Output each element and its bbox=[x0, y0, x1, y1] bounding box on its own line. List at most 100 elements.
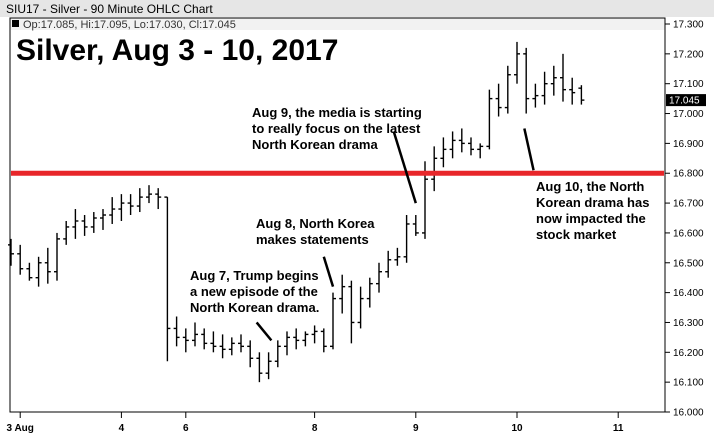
y-tick-label: 16.200 bbox=[673, 348, 704, 359]
annotation-line: North Korean drama. bbox=[190, 300, 319, 315]
ohlc-bar bbox=[247, 340, 254, 368]
ohlc-bar bbox=[127, 194, 134, 216]
x-tick-label: 11 bbox=[613, 423, 624, 434]
y-tick-label: 16.500 bbox=[673, 258, 704, 269]
ohlc-bar bbox=[63, 220, 70, 245]
ohlc-bar bbox=[468, 137, 474, 156]
y-axis: 16.000 16.100 16.200 16.300 16.400 16.500 16.6… bbox=[665, 20, 704, 419]
ohlc-bar bbox=[136, 188, 143, 213]
ohlc-bar bbox=[311, 325, 318, 344]
y-tick-label: 17.200 bbox=[673, 49, 704, 60]
ohlc-bar bbox=[403, 215, 410, 263]
chart-header-title: SIU17 - Silver - 90 Minute OHLC Chart bbox=[6, 2, 213, 16]
ohlc-bar bbox=[192, 322, 198, 347]
ohlc-bar bbox=[228, 337, 235, 356]
y-tick-label: 17.300 bbox=[673, 20, 704, 31]
series-swatch-icon bbox=[12, 20, 19, 27]
ohlc-bar bbox=[449, 131, 456, 159]
ohlc-bar bbox=[330, 292, 336, 350]
chart-header-bar bbox=[0, 0, 714, 17]
ohlc-bar bbox=[173, 316, 180, 347]
x-tick-label: 4 bbox=[119, 423, 125, 434]
ohlc-info-text: Op:17.085, Hi:17.095, Lo:17.030, Cl:17.0… bbox=[23, 19, 236, 31]
ohlc-bar bbox=[90, 212, 97, 233]
y-tick-label: 16.600 bbox=[673, 228, 704, 239]
ohlc-bar bbox=[182, 328, 189, 353]
current-price-label: 17.045 bbox=[669, 96, 700, 107]
y-tick-label: 16.300 bbox=[673, 318, 704, 329]
y-tick-label: 16.800 bbox=[673, 169, 704, 180]
current-price-box bbox=[666, 94, 706, 107]
ohlc-bar bbox=[118, 194, 125, 221]
y-tick-label: 16.100 bbox=[673, 378, 704, 389]
ohlc-bar bbox=[569, 77, 576, 105]
ohlc-bar bbox=[504, 65, 511, 114]
annotation-line: now impacted the bbox=[536, 211, 646, 226]
ohlc-bar bbox=[17, 244, 24, 275]
chart-title: Silver, Aug 3 - 10, 2017 bbox=[16, 34, 338, 67]
ohlc-bar bbox=[35, 256, 42, 287]
x-tick-label: 8 bbox=[312, 423, 318, 434]
ohlc-bar bbox=[302, 331, 309, 347]
x-tick-label: 9 bbox=[413, 423, 419, 434]
ohlc-bar bbox=[54, 232, 60, 281]
annotation-arrow bbox=[523, 128, 535, 171]
ohlc-bar bbox=[256, 352, 263, 383]
annotation-arrow bbox=[392, 131, 417, 204]
ohlc-bar bbox=[486, 89, 493, 150]
ohlc-bar bbox=[238, 334, 244, 353]
current-price-tag: 17.045 bbox=[666, 94, 706, 107]
ohlc-bar bbox=[81, 215, 88, 236]
annotation-line: Korean drama has bbox=[536, 195, 649, 210]
y-tick-label: 17.000 bbox=[673, 109, 704, 120]
annotation-arrow bbox=[255, 321, 273, 342]
y-tick-label: 17.100 bbox=[673, 79, 704, 90]
x-tick-label: 10 bbox=[511, 423, 523, 434]
ohlc-bar bbox=[265, 352, 272, 380]
ohlc-bar bbox=[339, 274, 346, 314]
annotation-line: to really focus on the latest bbox=[252, 121, 421, 136]
ohlc-bar bbox=[366, 277, 373, 308]
ohlc-bar bbox=[394, 247, 401, 266]
ohlc-bar bbox=[560, 53, 566, 102]
ohlc-bar bbox=[201, 328, 208, 350]
ohlc-bar bbox=[146, 185, 152, 204]
ohlc-bar bbox=[100, 209, 106, 230]
ohlc-bar bbox=[514, 41, 520, 84]
x-tick-label: 3 Aug bbox=[6, 423, 33, 434]
annotation-line: Aug 9, the media is starting bbox=[252, 105, 422, 120]
ohlc-bar bbox=[8, 238, 14, 266]
ohlc-bar bbox=[72, 209, 79, 239]
ohlc-info-bar bbox=[10, 18, 665, 30]
ohlc-bar bbox=[550, 65, 557, 96]
ohlc-bar bbox=[155, 188, 162, 210]
annotation-line: makes statements bbox=[256, 232, 369, 247]
ohlc-bars bbox=[8, 41, 585, 383]
ohlc-bar bbox=[44, 247, 51, 284]
ohlc-bar bbox=[431, 146, 438, 192]
ohlc-bar bbox=[26, 262, 33, 281]
ohlc-bar bbox=[293, 328, 300, 350]
y-tick-label: 16.900 bbox=[673, 139, 704, 150]
y-tick-label: 16.000 bbox=[673, 408, 704, 419]
ohlc-bar bbox=[385, 250, 392, 278]
ohlc-bar bbox=[458, 128, 465, 153]
annotation-line: Aug 8, North Korea bbox=[256, 216, 375, 231]
x-axis: 3 Aug 4 6 8 9 10 11 bbox=[6, 412, 624, 434]
annotation-line: Aug 7, Trump begins bbox=[190, 268, 319, 283]
x-tick-label: 6 bbox=[183, 423, 189, 434]
ohlc-bar bbox=[284, 331, 290, 356]
ohlc-bar bbox=[376, 262, 382, 293]
ohlc-bar bbox=[440, 137, 447, 168]
annotation-line: Aug 10, the North bbox=[536, 179, 644, 194]
ohlc-bar bbox=[477, 143, 484, 159]
annotation-line: a new episode of the bbox=[190, 284, 318, 299]
ohlc-bar bbox=[210, 331, 217, 353]
annotation-arrow bbox=[322, 256, 335, 288]
ohlc-bar bbox=[320, 328, 327, 353]
ohlc-bar bbox=[357, 286, 364, 329]
y-tick-label: 16.700 bbox=[673, 199, 704, 210]
ohlc-bar bbox=[164, 196, 171, 362]
